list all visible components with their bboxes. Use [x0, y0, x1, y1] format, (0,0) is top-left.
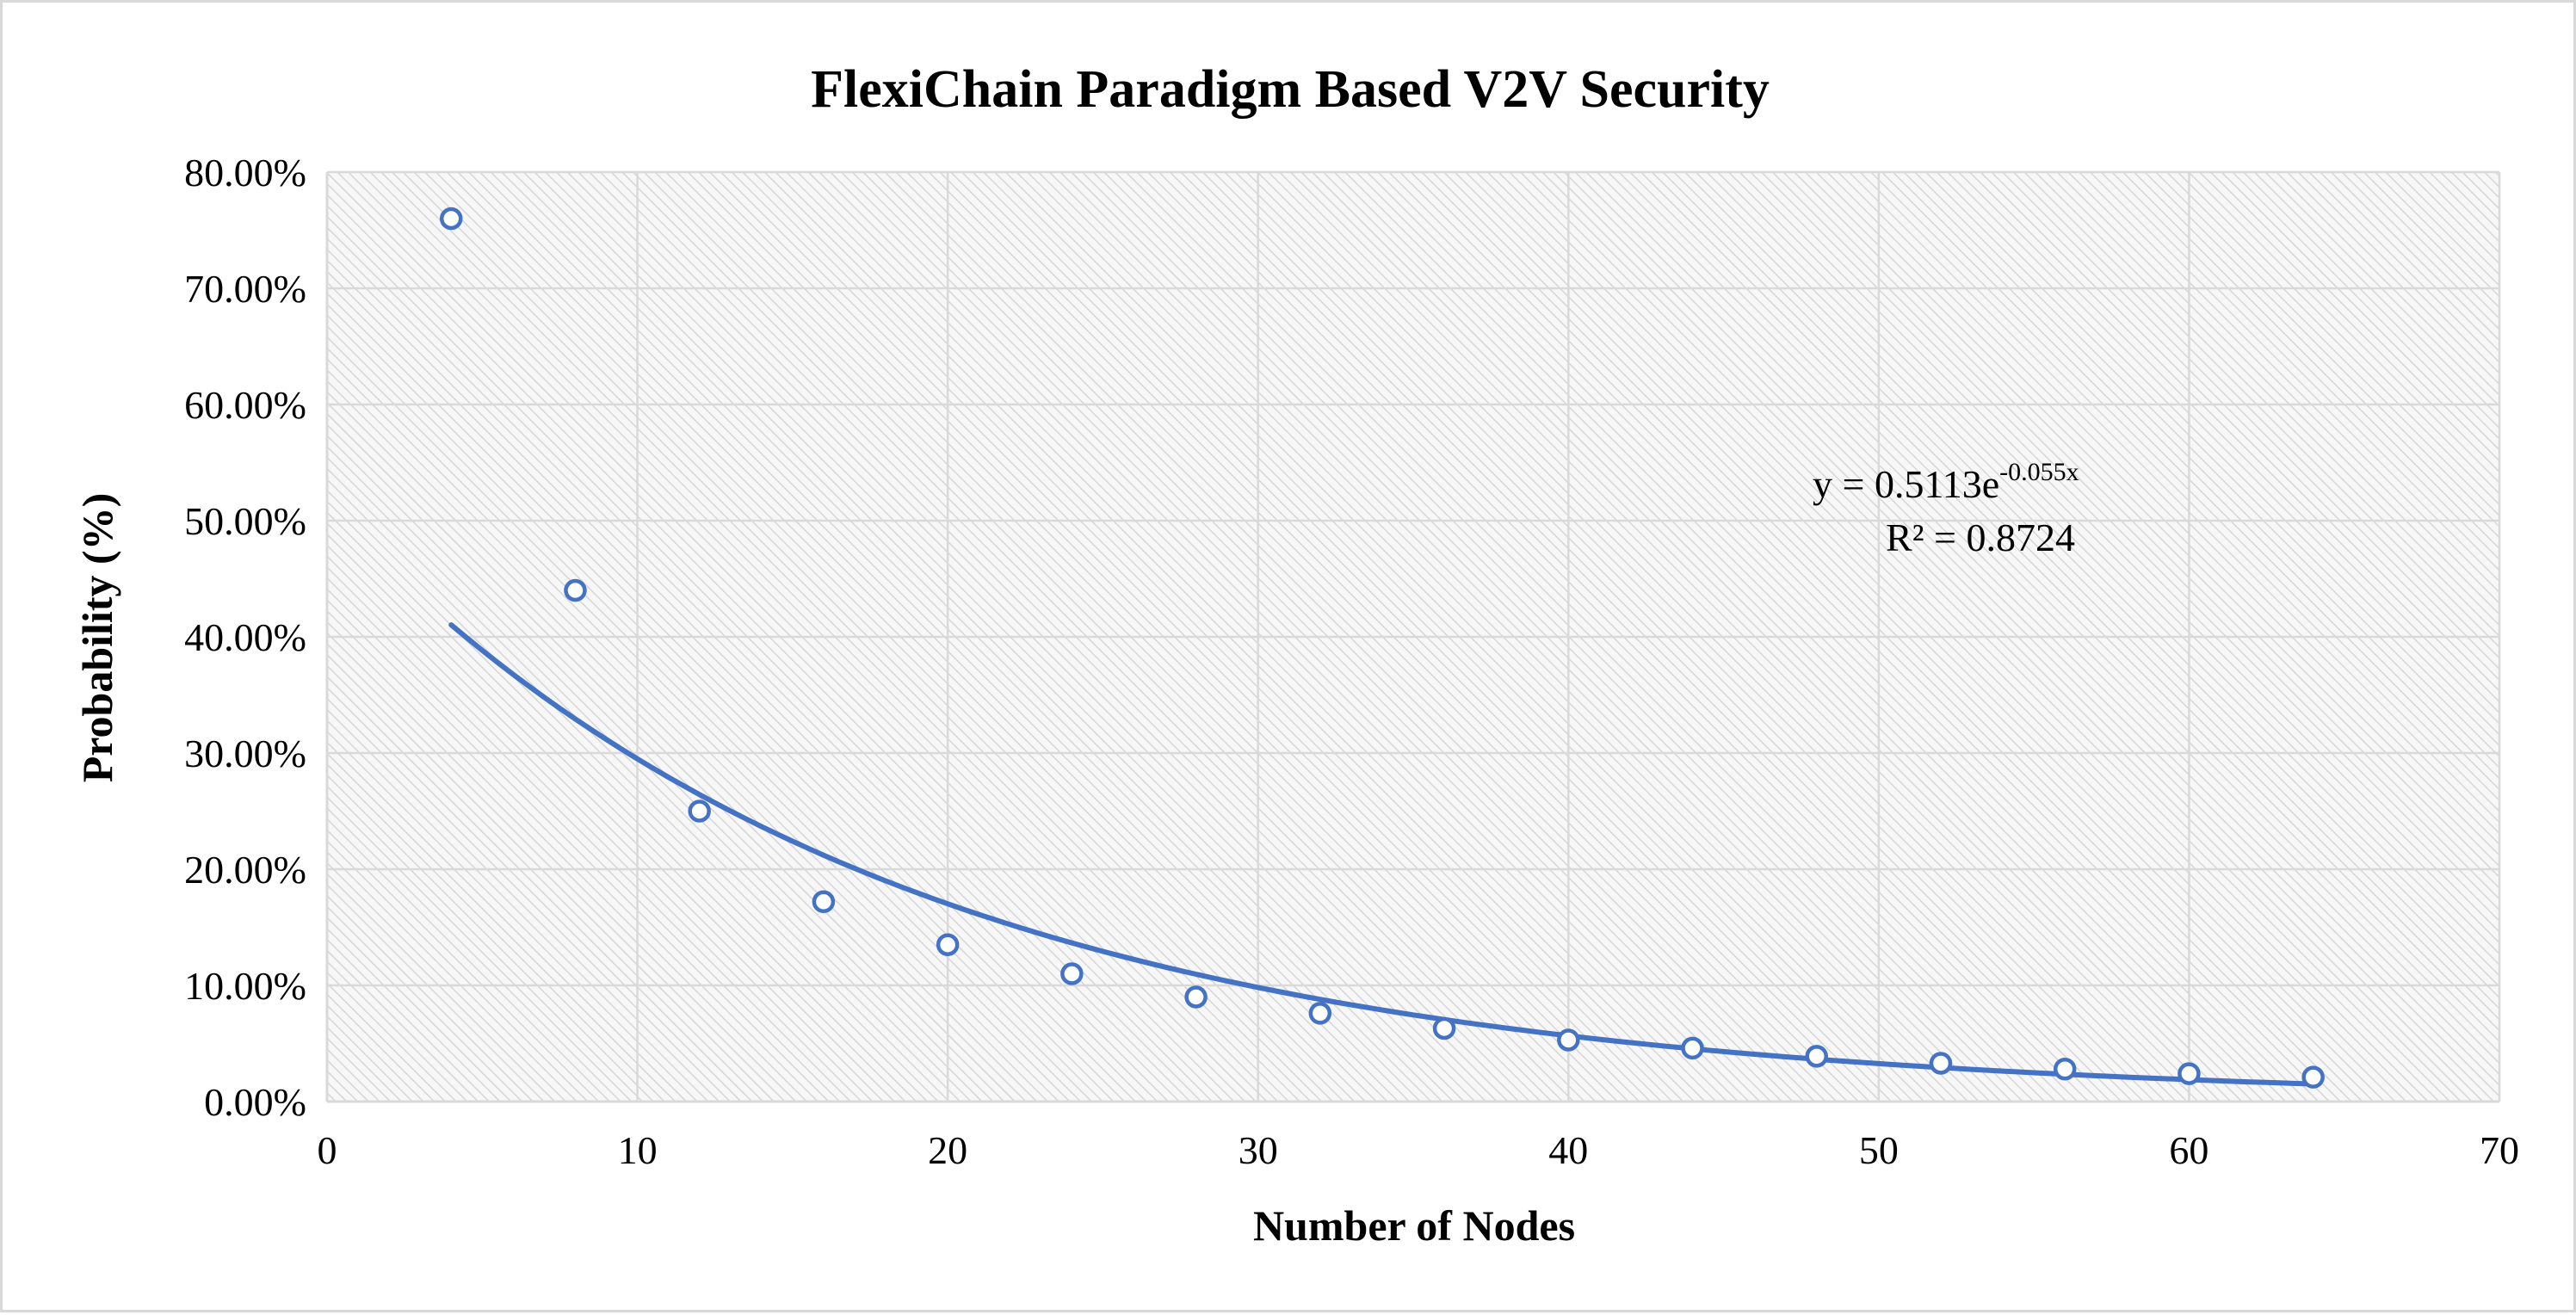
- data-point: [2301, 1065, 2325, 1089]
- trendline-equation-base: y = 0.5113e: [1813, 462, 1999, 506]
- data-point: [1308, 1002, 1332, 1025]
- data-point: [1929, 1052, 1953, 1075]
- y-tick-label: 70.00%: [184, 267, 306, 311]
- trendline: [448, 622, 2316, 1087]
- axes: [325, 172, 2499, 1103]
- x-tick-label: 60: [2169, 1128, 2208, 1172]
- data-point: [1060, 962, 1084, 985]
- x-tick-label: 70: [2480, 1128, 2519, 1172]
- x-tick-label: 10: [618, 1128, 658, 1172]
- y-axis-title: Probability (%): [73, 493, 121, 783]
- data-point: [2178, 1062, 2201, 1085]
- y-tick-label: 0.00%: [204, 1080, 306, 1124]
- data-point: [439, 207, 463, 231]
- x-axis-title: Number of Nodes: [1253, 1201, 1575, 1250]
- data-point: [1184, 985, 1208, 1009]
- data-point: [688, 799, 711, 823]
- y-tick-label: 80.00%: [184, 151, 306, 194]
- trendline-r-squared: R² = 0.8724: [1886, 516, 2075, 559]
- data-point: [2053, 1057, 2077, 1081]
- data-point: [1805, 1045, 1828, 1068]
- x-tick-label: 40: [1548, 1128, 1588, 1172]
- data-point: [1432, 1016, 1456, 1040]
- x-tick-label: 20: [928, 1128, 967, 1172]
- y-tick-label: 30.00%: [184, 732, 306, 775]
- y-tick-label: 40.00%: [184, 615, 306, 659]
- data-point: [1557, 1028, 1580, 1052]
- grid-lines: [327, 170, 2501, 1102]
- x-tick-label: 0: [318, 1128, 337, 1172]
- trendline-equation-exponent: -0.055x: [1999, 458, 2079, 486]
- trendline-group: [448, 622, 2316, 1087]
- data-point: [936, 933, 960, 956]
- x-tick-label: 50: [1859, 1128, 1899, 1172]
- chart-svg: 0.00% 10.00% 20.00% 30.00% 40.00% 50.00% 60.00…: [73, 60, 2519, 1250]
- y-tick-label: 60.00%: [184, 383, 306, 427]
- x-tick-label: 30: [1239, 1128, 1278, 1172]
- y-tick-label: 10.00%: [184, 964, 306, 1008]
- trendline-equation: y = 0.5113e-0.055x: [1813, 458, 2079, 506]
- data-point: [1681, 1036, 1704, 1060]
- y-tick-label: 50.00%: [184, 499, 306, 543]
- y-tick-label: 20.00%: [184, 848, 306, 892]
- data-points: [439, 207, 2325, 1089]
- data-point: [812, 890, 836, 914]
- data-point: [564, 578, 587, 602]
- tick-labels: 0.00% 10.00% 20.00% 30.00% 40.00% 50.00% 60.00…: [184, 151, 2519, 1172]
- chart-title: FlexiChain Paradigm Based V2V Security: [811, 60, 1770, 119]
